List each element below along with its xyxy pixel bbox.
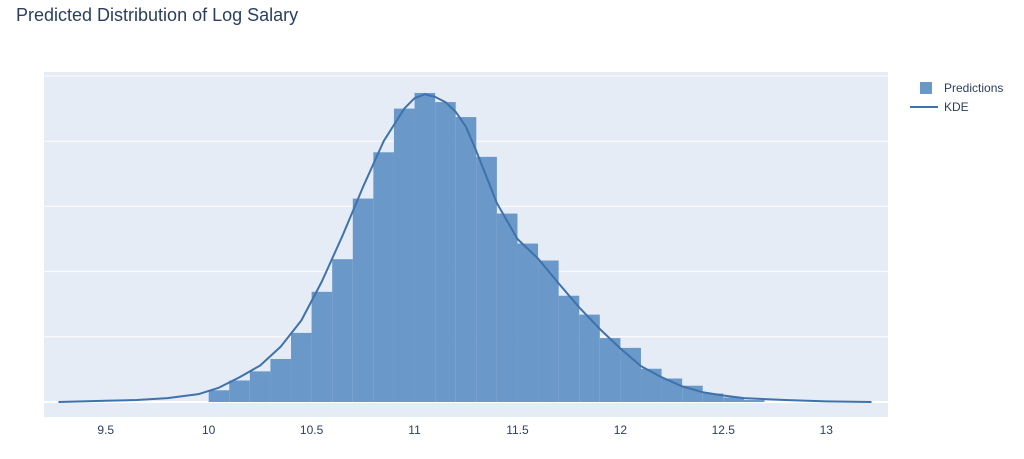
histogram-bar[interactable] bbox=[455, 117, 477, 403]
histogram-bar[interactable] bbox=[270, 358, 292, 402]
histogram-bar[interactable] bbox=[311, 291, 333, 402]
histogram-bar[interactable] bbox=[291, 332, 312, 402]
histogram-bar[interactable] bbox=[558, 295, 580, 402]
histogram-bar[interactable] bbox=[393, 108, 415, 402]
histogram-bar[interactable] bbox=[640, 368, 662, 402]
histogram-bar[interactable] bbox=[723, 397, 744, 402]
legend-label-kde: KDE bbox=[944, 99, 969, 114]
x-tick-label: 11.5 bbox=[506, 423, 529, 437]
histogram-bar[interactable] bbox=[743, 400, 765, 402]
histogram-bar[interactable] bbox=[620, 347, 641, 402]
histogram-bar[interactable] bbox=[249, 371, 271, 402]
x-tick-label: 12.5 bbox=[712, 423, 736, 437]
histogram-bar[interactable] bbox=[373, 152, 394, 402]
histogram-bar[interactable] bbox=[476, 156, 497, 402]
x-tick-label: 12 bbox=[614, 423, 628, 437]
histogram-bar[interactable] bbox=[414, 92, 436, 403]
histogram-bar[interactable] bbox=[496, 213, 518, 402]
chart-title: Predicted Distribution of Log Salary bbox=[16, 5, 299, 25]
x-tick-label: 11 bbox=[408, 423, 421, 437]
histogram-bar[interactable] bbox=[517, 243, 539, 402]
legend-swatch-line bbox=[910, 105, 938, 108]
histogram-bar[interactable] bbox=[599, 338, 621, 402]
histogram-bar[interactable] bbox=[229, 380, 250, 402]
legend-swatch-bar bbox=[920, 81, 932, 94]
x-tick-label: 13 bbox=[820, 423, 834, 437]
x-tick-label: 9.5 bbox=[97, 423, 114, 437]
histogram-bar[interactable] bbox=[538, 260, 559, 402]
histogram-bar[interactable] bbox=[352, 198, 374, 402]
histogram-bar[interactable] bbox=[579, 314, 600, 402]
histogram-bar[interactable] bbox=[332, 259, 353, 402]
legend-item-predictions[interactable]: Predictions bbox=[910, 78, 1003, 97]
legend-item-kde[interactable]: KDE bbox=[910, 97, 1003, 116]
legend-label-predictions: Predictions bbox=[944, 80, 1004, 95]
kde-line[interactable] bbox=[58, 93, 872, 403]
histogram-bar[interactable] bbox=[435, 102, 456, 402]
kde-curve bbox=[58, 93, 872, 403]
x-tick-label: 10.5 bbox=[300, 423, 324, 437]
legend[interactable]: Predictions KDE bbox=[910, 78, 1003, 116]
histogram-bar[interactable] bbox=[208, 390, 230, 402]
histogram-bar[interactable] bbox=[702, 393, 724, 402]
histogram-bars bbox=[208, 92, 765, 403]
x-axis-ticks: 9.5 10 10.5 11 11.5 12 12.5 13 bbox=[97, 423, 833, 437]
x-tick-label: 10 bbox=[202, 423, 216, 437]
